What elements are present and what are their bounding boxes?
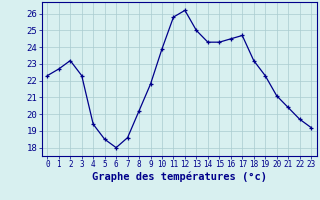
- X-axis label: Graphe des températures (°c): Graphe des températures (°c): [92, 172, 267, 182]
